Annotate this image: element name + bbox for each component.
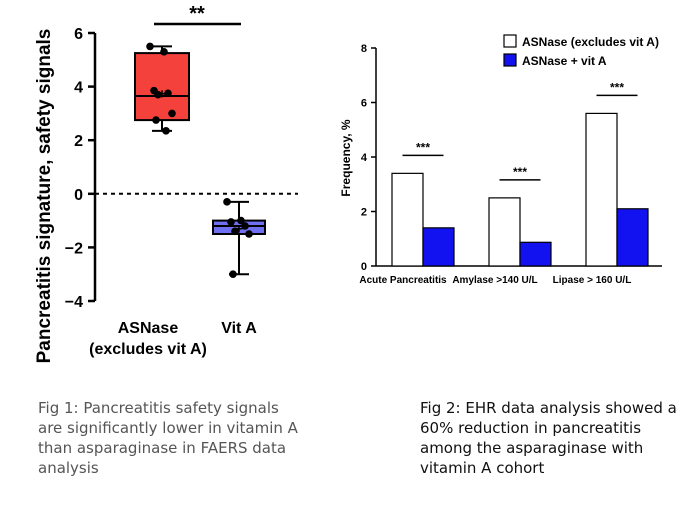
data-point	[146, 42, 154, 51]
y-tick-label: 6	[361, 98, 367, 110]
significance-label: **	[189, 3, 205, 25]
significance-bracket: **	[154, 3, 241, 26]
data-point	[223, 198, 231, 206]
y-tick-label: 0	[361, 261, 367, 273]
data-point	[164, 89, 172, 98]
data-point	[162, 127, 170, 135]
x-tick-labels: ASNase (excludes vit A) Vit A	[89, 320, 257, 358]
bar	[519, 241, 552, 267]
box-iqr	[134, 52, 190, 122]
data-point	[229, 270, 237, 279]
data-point	[154, 90, 162, 99]
y-tick-label: −4	[65, 294, 83, 311]
y-tick-label: −2	[65, 240, 83, 257]
y-tick-label: 4	[361, 152, 368, 164]
y-tick-label: 2	[361, 207, 367, 219]
bar-chart: Frequency, % 0 2 4 6 8 Acute Pancreatitis ***…	[339, 34, 662, 286]
legend-swatch	[503, 34, 517, 48]
box-plot-chart: Pancreatitis signature, safety signals 6…	[34, 3, 298, 364]
bar	[616, 208, 649, 267]
y-tick-label: 4	[74, 80, 83, 97]
y-axis-label: Frequency, %	[339, 119, 353, 196]
y-axis: 6 4 2 0 −2 −4	[65, 26, 298, 311]
bar	[488, 197, 521, 267]
legend-label: ASNase (excludes vit A)	[522, 35, 659, 49]
box-group: ++	[134, 42, 266, 279]
bar-group: Acute Pancreatitis *** Amylase >140 U/L ***…	[359, 80, 649, 286]
x-tick-label: Acute Pancreatitis	[359, 275, 447, 286]
bar	[391, 172, 424, 267]
y-tick-label: 8	[361, 43, 367, 55]
figure-2-caption: Fig 2: EHR data analysis showed a 60% re…	[420, 399, 677, 477]
data-point	[168, 109, 176, 118]
significance-label: ***	[513, 165, 527, 179]
data-point	[241, 222, 249, 230]
bar	[585, 112, 618, 267]
x-tick-label: Vit A	[221, 320, 257, 337]
data-point	[160, 47, 168, 56]
x-tick-label: ASNase	[118, 320, 179, 337]
data-point	[237, 216, 245, 225]
legend-label: ASNase + vit A	[522, 54, 607, 68]
y-tick-label: 0	[74, 187, 83, 204]
y-axis-label: Pancreatitis signature, safety signals	[34, 29, 55, 364]
legend-swatch	[503, 53, 517, 67]
bar	[422, 227, 455, 267]
x-tick-label: Amylase >140 U/L	[452, 275, 537, 286]
legend: ASNase (excludes vit A) ASNase + vit A	[503, 34, 659, 68]
data-point	[245, 230, 253, 238]
data-point	[227, 218, 235, 226]
significance-label: ***	[416, 140, 430, 154]
y-tick-label: 2	[74, 133, 83, 150]
box-mean-marker: +	[235, 221, 243, 237]
x-tick-label: Lipase > 160 U/L	[553, 275, 632, 286]
figure-1-caption: Fig 1: Pancreatitis safety signals are s…	[38, 399, 298, 477]
y-tick-label: 6	[74, 26, 83, 43]
data-point	[152, 116, 160, 124]
box-mean-marker: +	[158, 85, 166, 101]
data-point	[231, 227, 239, 236]
x-tick-label: (excludes vit A)	[89, 341, 207, 358]
significance-label: ***	[610, 80, 624, 94]
